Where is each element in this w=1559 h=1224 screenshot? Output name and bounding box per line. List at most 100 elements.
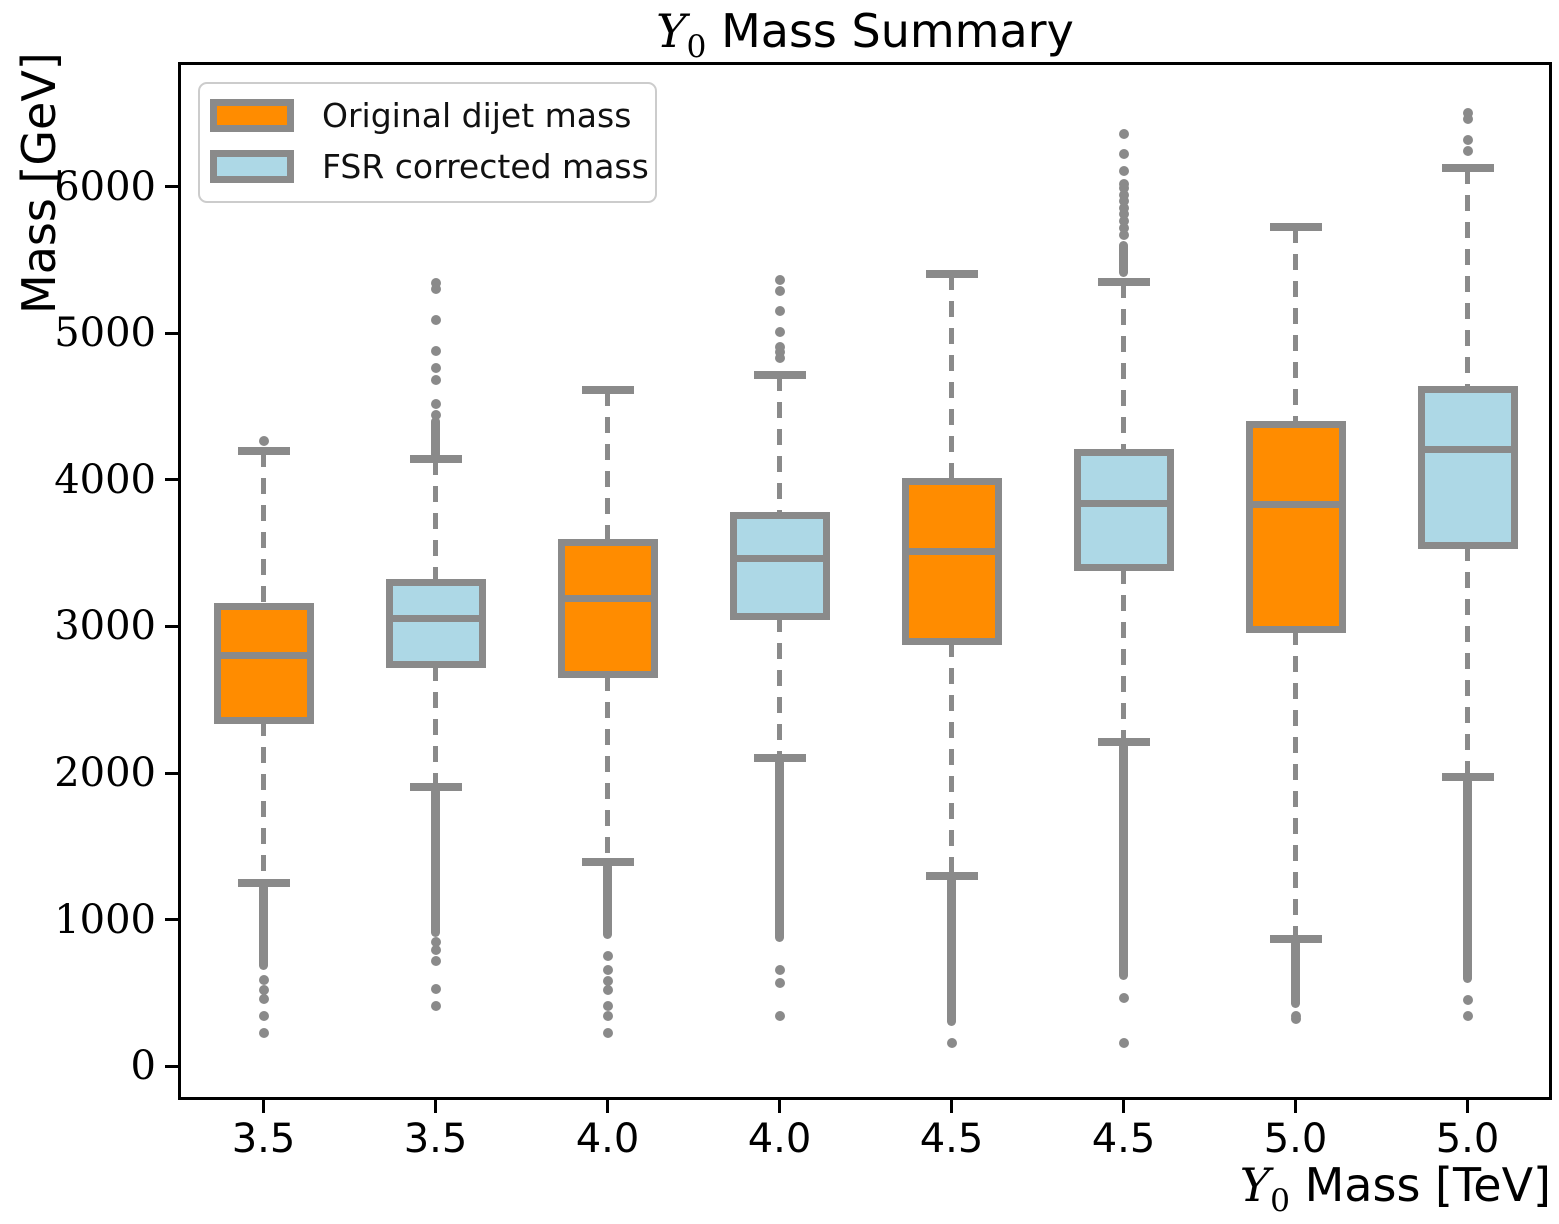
outlier-dot bbox=[602, 1001, 613, 1012]
median-line bbox=[1245, 501, 1346, 509]
median-line bbox=[213, 652, 314, 660]
x-tick-label: 5.0 bbox=[1435, 1116, 1500, 1162]
outlier-dot bbox=[430, 944, 441, 955]
outlier-dot bbox=[774, 326, 785, 337]
outlier-trail-low bbox=[259, 883, 268, 970]
outlier-dot bbox=[430, 1001, 441, 1012]
title-text: Mass Summary bbox=[706, 4, 1074, 58]
x-tick-mark bbox=[778, 1100, 781, 1113]
x-axis-label: Y0 Mass [TeV] bbox=[1240, 1158, 1551, 1219]
x-tick-mark bbox=[434, 1100, 437, 1113]
outlier-dot bbox=[1462, 107, 1473, 118]
whisker-lower bbox=[949, 641, 954, 876]
whisker-lower bbox=[433, 664, 438, 787]
outlier-dot bbox=[430, 363, 441, 374]
outlier-dot bbox=[1118, 993, 1129, 1004]
outlier-trail-low bbox=[1119, 742, 1128, 980]
x-tick-mark bbox=[1294, 1100, 1297, 1113]
whisker-upper bbox=[1293, 226, 1298, 425]
box-2-iqr bbox=[385, 578, 486, 669]
legend-label: Original dijet mass bbox=[322, 95, 632, 135]
x-tick-mark bbox=[262, 1100, 265, 1113]
whisker-upper bbox=[605, 389, 610, 543]
y-tick-mark bbox=[165, 1064, 178, 1068]
outlier-trail-low bbox=[431, 786, 440, 937]
x-tick-label: 3.5 bbox=[403, 1116, 468, 1162]
outlier-dot bbox=[430, 315, 441, 326]
y-tick-mark bbox=[165, 478, 178, 482]
whisker-lower bbox=[605, 674, 610, 863]
whisker-upper bbox=[949, 273, 954, 482]
median-line bbox=[901, 548, 1002, 556]
median-line bbox=[1417, 446, 1518, 454]
whisker-cap-upper bbox=[1269, 222, 1322, 231]
box-8-iqr bbox=[1417, 386, 1518, 549]
outlier-trail-low bbox=[1463, 776, 1472, 983]
outlier-dot bbox=[602, 976, 613, 987]
y-tick-mark bbox=[165, 771, 178, 775]
outlier-dot bbox=[430, 345, 441, 356]
outlier-dot bbox=[1118, 178, 1129, 189]
y-tick-label: 1000 bbox=[54, 896, 156, 943]
y-tick-mark bbox=[165, 918, 178, 922]
legend-label: FSR corrected mass bbox=[322, 146, 649, 186]
y-tick-mark bbox=[165, 331, 178, 335]
y-tick-mark bbox=[165, 624, 178, 628]
whisker-cap-upper bbox=[237, 446, 290, 455]
outlier-dot bbox=[774, 353, 785, 364]
whisker-upper bbox=[777, 375, 782, 515]
outlier-dot bbox=[258, 974, 269, 985]
outlier-dot bbox=[774, 285, 785, 296]
legend-swatch-lightblue bbox=[210, 149, 294, 183]
outlier-trail-high bbox=[431, 416, 440, 460]
outlier-dot bbox=[1118, 1037, 1129, 1048]
x-tick-mark bbox=[950, 1100, 953, 1113]
outlier-dot bbox=[1118, 222, 1129, 233]
legend-item-fsr-corrected-mass: FSR corrected mass bbox=[210, 146, 649, 186]
x-tick-label: 4.0 bbox=[747, 1116, 812, 1162]
median-line bbox=[729, 554, 830, 562]
outlier-dot bbox=[774, 347, 785, 358]
outlier-trail-low bbox=[947, 875, 956, 1026]
outlier-dot bbox=[1290, 1014, 1301, 1025]
whisker-lower bbox=[777, 616, 782, 759]
outlier-dot bbox=[1462, 114, 1473, 125]
title-math-subscript: 0 bbox=[686, 29, 707, 66]
outlier-dot bbox=[1462, 145, 1473, 156]
outlier-dot bbox=[1118, 202, 1129, 213]
legend-swatch-orange bbox=[210, 98, 294, 132]
whisker-cap-upper bbox=[581, 385, 634, 394]
outlier-trail-low bbox=[603, 862, 612, 940]
outlier-dot bbox=[1462, 134, 1473, 145]
xlabel-text: Mass [TeV] bbox=[1290, 1158, 1551, 1212]
outlier-dot bbox=[946, 1037, 957, 1048]
outlier-dot bbox=[258, 985, 269, 996]
outlier-dot bbox=[602, 1027, 613, 1038]
xlabel-math-symbol: Y bbox=[1239, 1158, 1271, 1212]
outlier-dot bbox=[602, 985, 613, 996]
whisker-lower bbox=[1121, 567, 1126, 743]
outlier-dot bbox=[258, 1011, 269, 1022]
median-line bbox=[557, 595, 658, 603]
box-1-iqr bbox=[213, 603, 314, 724]
outlier-dot bbox=[774, 306, 785, 317]
outlier-dot bbox=[774, 275, 785, 286]
outlier-dot bbox=[258, 993, 269, 1004]
outlier-dot bbox=[430, 284, 441, 295]
outlier-trail-low bbox=[775, 758, 784, 943]
outlier-dot bbox=[1118, 166, 1129, 177]
outlier-dot bbox=[774, 977, 785, 988]
box-7-iqr bbox=[1245, 421, 1346, 633]
whisker-lower bbox=[261, 720, 266, 883]
x-tick-label: 5.0 bbox=[1263, 1116, 1328, 1162]
outlier-dot bbox=[774, 964, 785, 975]
whisker-cap-upper bbox=[409, 455, 462, 464]
y-tick-label: 4000 bbox=[54, 456, 156, 503]
outlier-dot bbox=[258, 1027, 269, 1038]
median-line bbox=[385, 614, 486, 622]
outlier-dot bbox=[1118, 189, 1129, 200]
outlier-dot bbox=[774, 342, 785, 353]
y-tick-mark bbox=[165, 185, 178, 189]
whisker-cap-upper bbox=[753, 371, 806, 379]
outlier-dot bbox=[430, 956, 441, 967]
